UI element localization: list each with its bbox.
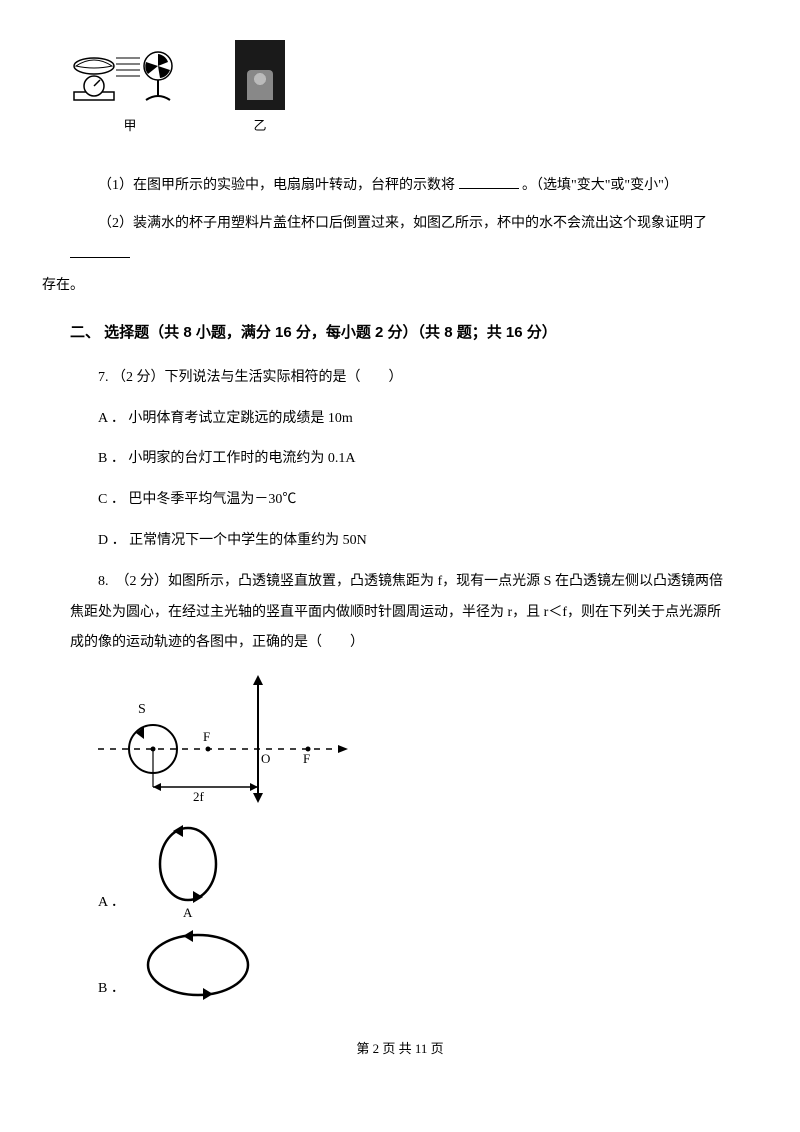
q7-stem: 7. （2 分）下列说法与生活实际相符的是（ ） [70,363,730,394]
q-cont-1b: 。（选填"变大"或"变小"） [522,178,678,193]
q8-opt-a-sub: A [183,905,193,919]
label-o: O [261,751,270,766]
fan-scale-diagram [70,30,190,110]
q8-opt-a-svg: A [133,819,243,919]
q8-opt-a-label: A ． [98,888,125,919]
label-f2: F [303,751,310,766]
label-2f: 2f [193,789,205,804]
lens-diagram-svg: S F O F 2f [98,669,358,809]
q8-stem: 8. （2 分）如图所示，凸透镜竖直放置，凸透镜焦距为 f，现有一点光源 S 在… [70,567,730,659]
q7-opt-c[interactable]: C ． 巴中冬季平均气温为－30℃ [70,485,730,516]
q-cont-1a: （1）在图甲所示的实验中，电扇扇叶转动，台秤的示数将 [98,178,455,193]
figure-yi: 乙 [230,40,290,141]
q7-opt-d[interactable]: D ． 正常情况下一个中学生的体重约为 50N [70,526,730,557]
q-cont-2b: 存在。 [70,271,98,302]
blank-1[interactable] [459,174,519,189]
blank-2[interactable] [70,243,130,258]
figure-jia-caption: 甲 [123,112,136,141]
inverted-cup-photo [235,40,285,110]
section-2-title: 二、 选择题（共 8 小题，满分 16 分，每小题 2 分）（共 8 题；共 1… [70,316,730,349]
label-s: S [138,702,146,717]
q8-opt-b-svg [133,925,263,1005]
q7-opt-b[interactable]: B ． 小明家的台灯工作时的电流约为 0.1A [70,444,730,475]
figure-row: 甲 乙 [70,30,730,141]
q-cont-2: （2）装满水的杯子用塑料片盖住杯口后倒置过来，如图乙所示，杯中的水不会流出这个现… [70,209,730,301]
q-cont-2a: （2）装满水的杯子用塑料片盖住杯口后倒置过来，如图乙所示，杯中的水不会流出这个现… [98,216,707,231]
q8-opt-b[interactable]: B ． [98,925,730,1005]
label-f1: F [203,729,210,744]
q8-opt-a[interactable]: A ． A [98,819,730,919]
q7-opt-a[interactable]: A ． 小明体育考试立定跳远的成绩是 10m [70,404,730,435]
page-container: 甲 乙 （1）在图甲所示的实验中，电扇扇叶转动，台秤的示数将 。（选填"变大"或… [0,0,800,1084]
figure-jia: 甲 [70,30,190,141]
page-footer: 第 2 页 共 11 页 [70,1035,730,1064]
q8-main-diagram: S F O F 2f [98,669,730,809]
q-cont-1: （1）在图甲所示的实验中，电扇扇叶转动，台秤的示数将 。（选填"变大"或"变小"… [70,171,730,202]
figure-yi-caption: 乙 [253,112,266,141]
q8-opt-b-label: B ． [98,974,125,1005]
